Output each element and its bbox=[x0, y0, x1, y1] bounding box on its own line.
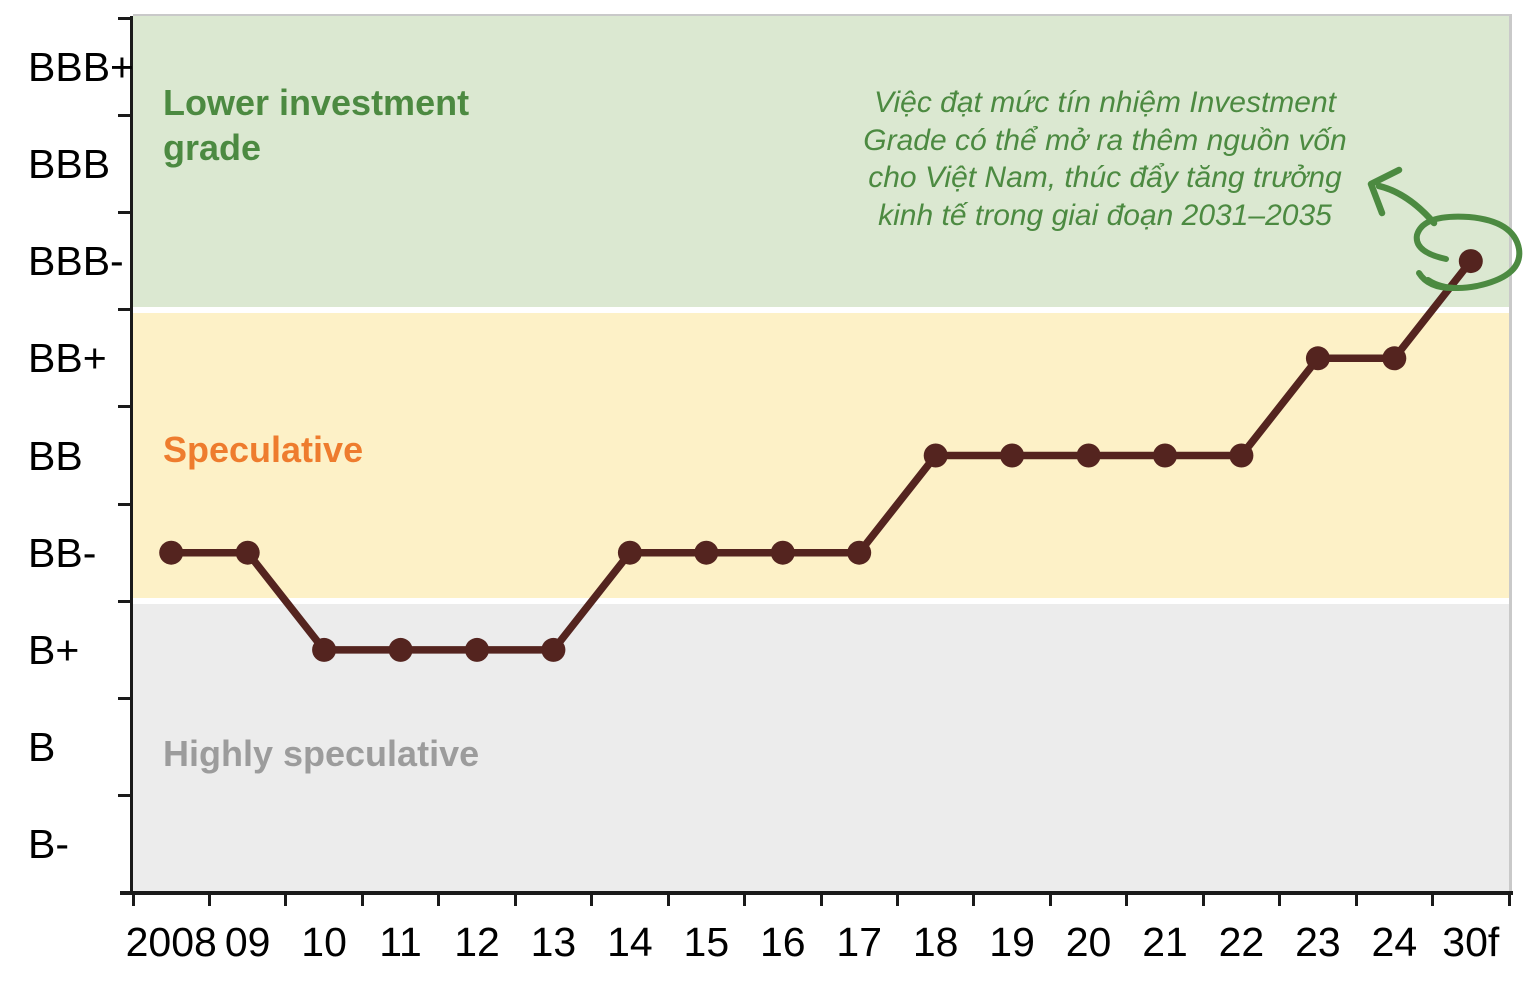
y-tick bbox=[118, 16, 133, 20]
x-axis-label: 12 bbox=[454, 919, 500, 965]
x-axis-label: 09 bbox=[224, 919, 271, 965]
x-axis-label: 14 bbox=[607, 919, 653, 965]
x-axis-label: 16 bbox=[759, 919, 806, 965]
x-tick bbox=[207, 893, 211, 906]
x-tick bbox=[131, 893, 135, 906]
x-tick bbox=[590, 893, 594, 906]
x-tick bbox=[1201, 893, 1205, 906]
x-tick bbox=[1507, 893, 1511, 906]
band-lower-investment-grade bbox=[133, 16, 1509, 307]
x-tick bbox=[972, 893, 976, 906]
y-axis-label: BBB bbox=[28, 140, 111, 187]
x-axis-line bbox=[120, 891, 1513, 895]
y-tick bbox=[118, 113, 133, 117]
x-axis-label: 19 bbox=[989, 919, 1035, 965]
x-tick bbox=[819, 893, 823, 906]
y-tick bbox=[118, 405, 133, 409]
x-tick bbox=[437, 893, 441, 906]
plot-border-right bbox=[1509, 14, 1512, 893]
x-axis-label: 30f bbox=[1442, 919, 1500, 965]
y-tick bbox=[118, 599, 133, 603]
x-axis-label: 24 bbox=[1371, 919, 1418, 965]
y-axis-label: BBB- bbox=[28, 238, 124, 285]
x-tick bbox=[666, 893, 670, 906]
y-axis-label: BB+ bbox=[28, 335, 107, 382]
y-axis-label: BB bbox=[28, 432, 83, 479]
y-tick bbox=[118, 697, 133, 701]
x-axis-label: 2008 bbox=[125, 919, 217, 965]
band-label-speculative: Speculative bbox=[163, 429, 364, 470]
y-axis-label: B- bbox=[28, 821, 69, 868]
y-tick bbox=[118, 502, 133, 506]
y-axis-label: BB- bbox=[28, 529, 97, 576]
x-tick bbox=[895, 893, 899, 906]
x-tick bbox=[743, 893, 747, 906]
y-axis-label: B+ bbox=[28, 626, 80, 673]
plot-border-top bbox=[133, 14, 1512, 16]
x-axis-label: 18 bbox=[912, 919, 959, 965]
x-axis-label: 21 bbox=[1142, 919, 1188, 965]
band-label-highly-speculative: Highly speculative bbox=[163, 733, 480, 774]
x-tick bbox=[1048, 893, 1052, 906]
x-axis-label: 13 bbox=[530, 919, 577, 965]
x-tick bbox=[1278, 893, 1282, 906]
annotation-text: Việc đạt mức tín nhiệm Investment Grade … bbox=[863, 86, 1347, 232]
y-tick bbox=[118, 210, 133, 214]
y-tick bbox=[118, 308, 133, 312]
x-axis-label: 15 bbox=[683, 919, 730, 965]
x-axis-label: 17 bbox=[836, 919, 883, 965]
y-tick bbox=[118, 794, 133, 798]
y-axis-label: BBB+ bbox=[28, 43, 134, 90]
x-axis-label: 20 bbox=[1065, 919, 1112, 965]
band-label-lower-investment-grade: Lower investment grade bbox=[163, 82, 470, 168]
x-axis-label: 10 bbox=[301, 919, 347, 965]
x-tick bbox=[1431, 893, 1435, 906]
x-tick bbox=[360, 893, 364, 906]
x-axis-label: 22 bbox=[1218, 919, 1265, 965]
x-tick bbox=[284, 893, 288, 906]
x-axis-label: 11 bbox=[379, 919, 422, 965]
x-tick bbox=[513, 893, 517, 906]
x-axis-label: 23 bbox=[1295, 919, 1341, 965]
x-tick bbox=[1354, 893, 1358, 906]
y-axis-label: B bbox=[28, 724, 56, 771]
y-axis-line bbox=[130, 16, 133, 893]
x-tick bbox=[1125, 893, 1129, 906]
